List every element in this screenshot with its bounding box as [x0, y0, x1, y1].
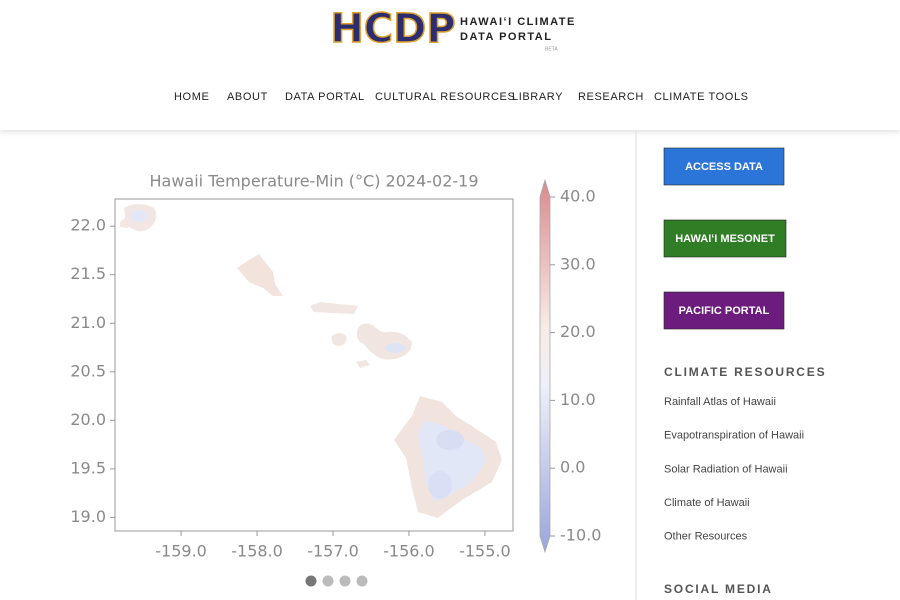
colorbar-tick-label: -10.0 [560, 526, 601, 545]
y-tick-label: 21.5 [70, 264, 106, 283]
button-label[interactable]: PACIFIC PORTAL [679, 305, 770, 317]
y-tick-label: 19.5 [70, 458, 106, 477]
y-tick-label: 19.0 [70, 507, 106, 526]
sidebar-button[interactable] [663, 291, 785, 330]
sidebar-button[interactable] [663, 147, 785, 186]
colorbar-tick-label: 40.0 [560, 187, 596, 206]
sidebar-button[interactable] [663, 219, 787, 258]
nav-link[interactable]: HOME [174, 91, 209, 103]
button-label[interactable]: HAWAIʻI MESONET [675, 233, 775, 245]
plot-frame [114, 198, 514, 532]
x-tick-label: -156.0 [383, 542, 435, 561]
section-heading: SOCIAL MEDIA [664, 582, 773, 596]
x-tick-label: -155.0 [459, 542, 511, 561]
resource-link[interactable]: Solar Radiation of Hawaii [664, 463, 788, 475]
y-tick-label: 20.5 [70, 361, 106, 380]
nav-link[interactable]: CLIMATE TOOLS [654, 91, 749, 103]
colorbar-tick-label: 20.0 [560, 322, 596, 341]
colorbar [539, 178, 551, 554]
section-heading: CLIMATE RESOURCES [664, 365, 826, 379]
carousel-dot[interactable] [356, 575, 368, 587]
carousel-dot[interactable] [305, 575, 317, 587]
y-tick-label: 22.0 [70, 216, 106, 235]
beta-badge: BETA [545, 46, 558, 52]
figure-title: Hawaii Temperature-Min (°C) 2024-02-19 [149, 172, 478, 191]
carousel-dot[interactable] [339, 575, 351, 587]
logo[interactable]: HCDP [330, 5, 457, 53]
nav-link[interactable]: DATA PORTAL [285, 91, 365, 103]
nav-link[interactable]: ABOUT [227, 91, 268, 103]
resource-link[interactable]: Other Resources [664, 531, 748, 543]
resource-link[interactable]: Climate of Hawaii [664, 497, 750, 509]
button-label[interactable]: ACCESS DATA [685, 161, 763, 173]
islands [120, 204, 502, 518]
nav-link[interactable]: LIBRARY [512, 91, 563, 103]
header [0, 0, 900, 130]
nav-link[interactable]: CULTURAL RESOURCES [375, 91, 515, 103]
x-tick-label: -158.0 [231, 542, 283, 561]
colorbar-tick-label: 10.0 [560, 390, 596, 409]
y-tick-label: 20.0 [70, 410, 106, 429]
colorbar-tick-label: 30.0 [560, 254, 596, 273]
carousel-dots[interactable] [305, 575, 368, 587]
resource-link[interactable]: Evapotranspiration of Hawaii [664, 430, 804, 442]
x-tick-label: -159.0 [155, 542, 207, 561]
resource-link[interactable]: Rainfall Atlas of Hawaii [664, 396, 776, 408]
colorbar-tick-label: 0.0 [560, 458, 585, 477]
y-tick-label: 21.0 [70, 313, 106, 332]
site-title: HAWAIʻI CLIMATE [460, 16, 576, 28]
site-title: DATA PORTAL [460, 31, 552, 43]
x-tick-label: -157.0 [307, 542, 359, 561]
nav-link[interactable]: RESEARCH [578, 91, 644, 103]
carousel-dot[interactable] [322, 575, 334, 587]
